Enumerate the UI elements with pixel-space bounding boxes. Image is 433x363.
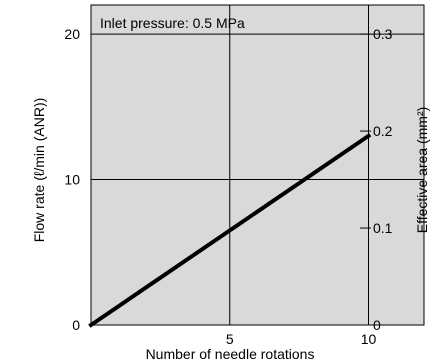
y-tick-label: 0	[72, 317, 80, 333]
y2-axis-label: Effective area (mm²)	[414, 107, 430, 234]
y2-tick-label: 0.3	[373, 26, 393, 42]
annotation-inlet-pressure: Inlet pressure: 0.5 MPa	[100, 15, 245, 31]
y-tick-label: 10	[64, 172, 80, 188]
y2-tick-label: 0.1	[373, 220, 393, 236]
x-tick-label: 10	[361, 331, 377, 347]
y-axis-label: Flow rate (ℓ/min (ANR))	[31, 98, 47, 243]
x-axis-label: Number of needle rotations	[146, 346, 315, 362]
flow-rate-line	[88, 133, 372, 328]
y2-tick-label: 0.2	[373, 123, 393, 139]
plot-area	[90, 4, 425, 326]
y-tick-label: 20	[64, 26, 80, 42]
data-series	[88, 133, 372, 328]
x-tick-label: 5	[226, 331, 234, 347]
y2-tick-label: 0	[373, 317, 381, 333]
